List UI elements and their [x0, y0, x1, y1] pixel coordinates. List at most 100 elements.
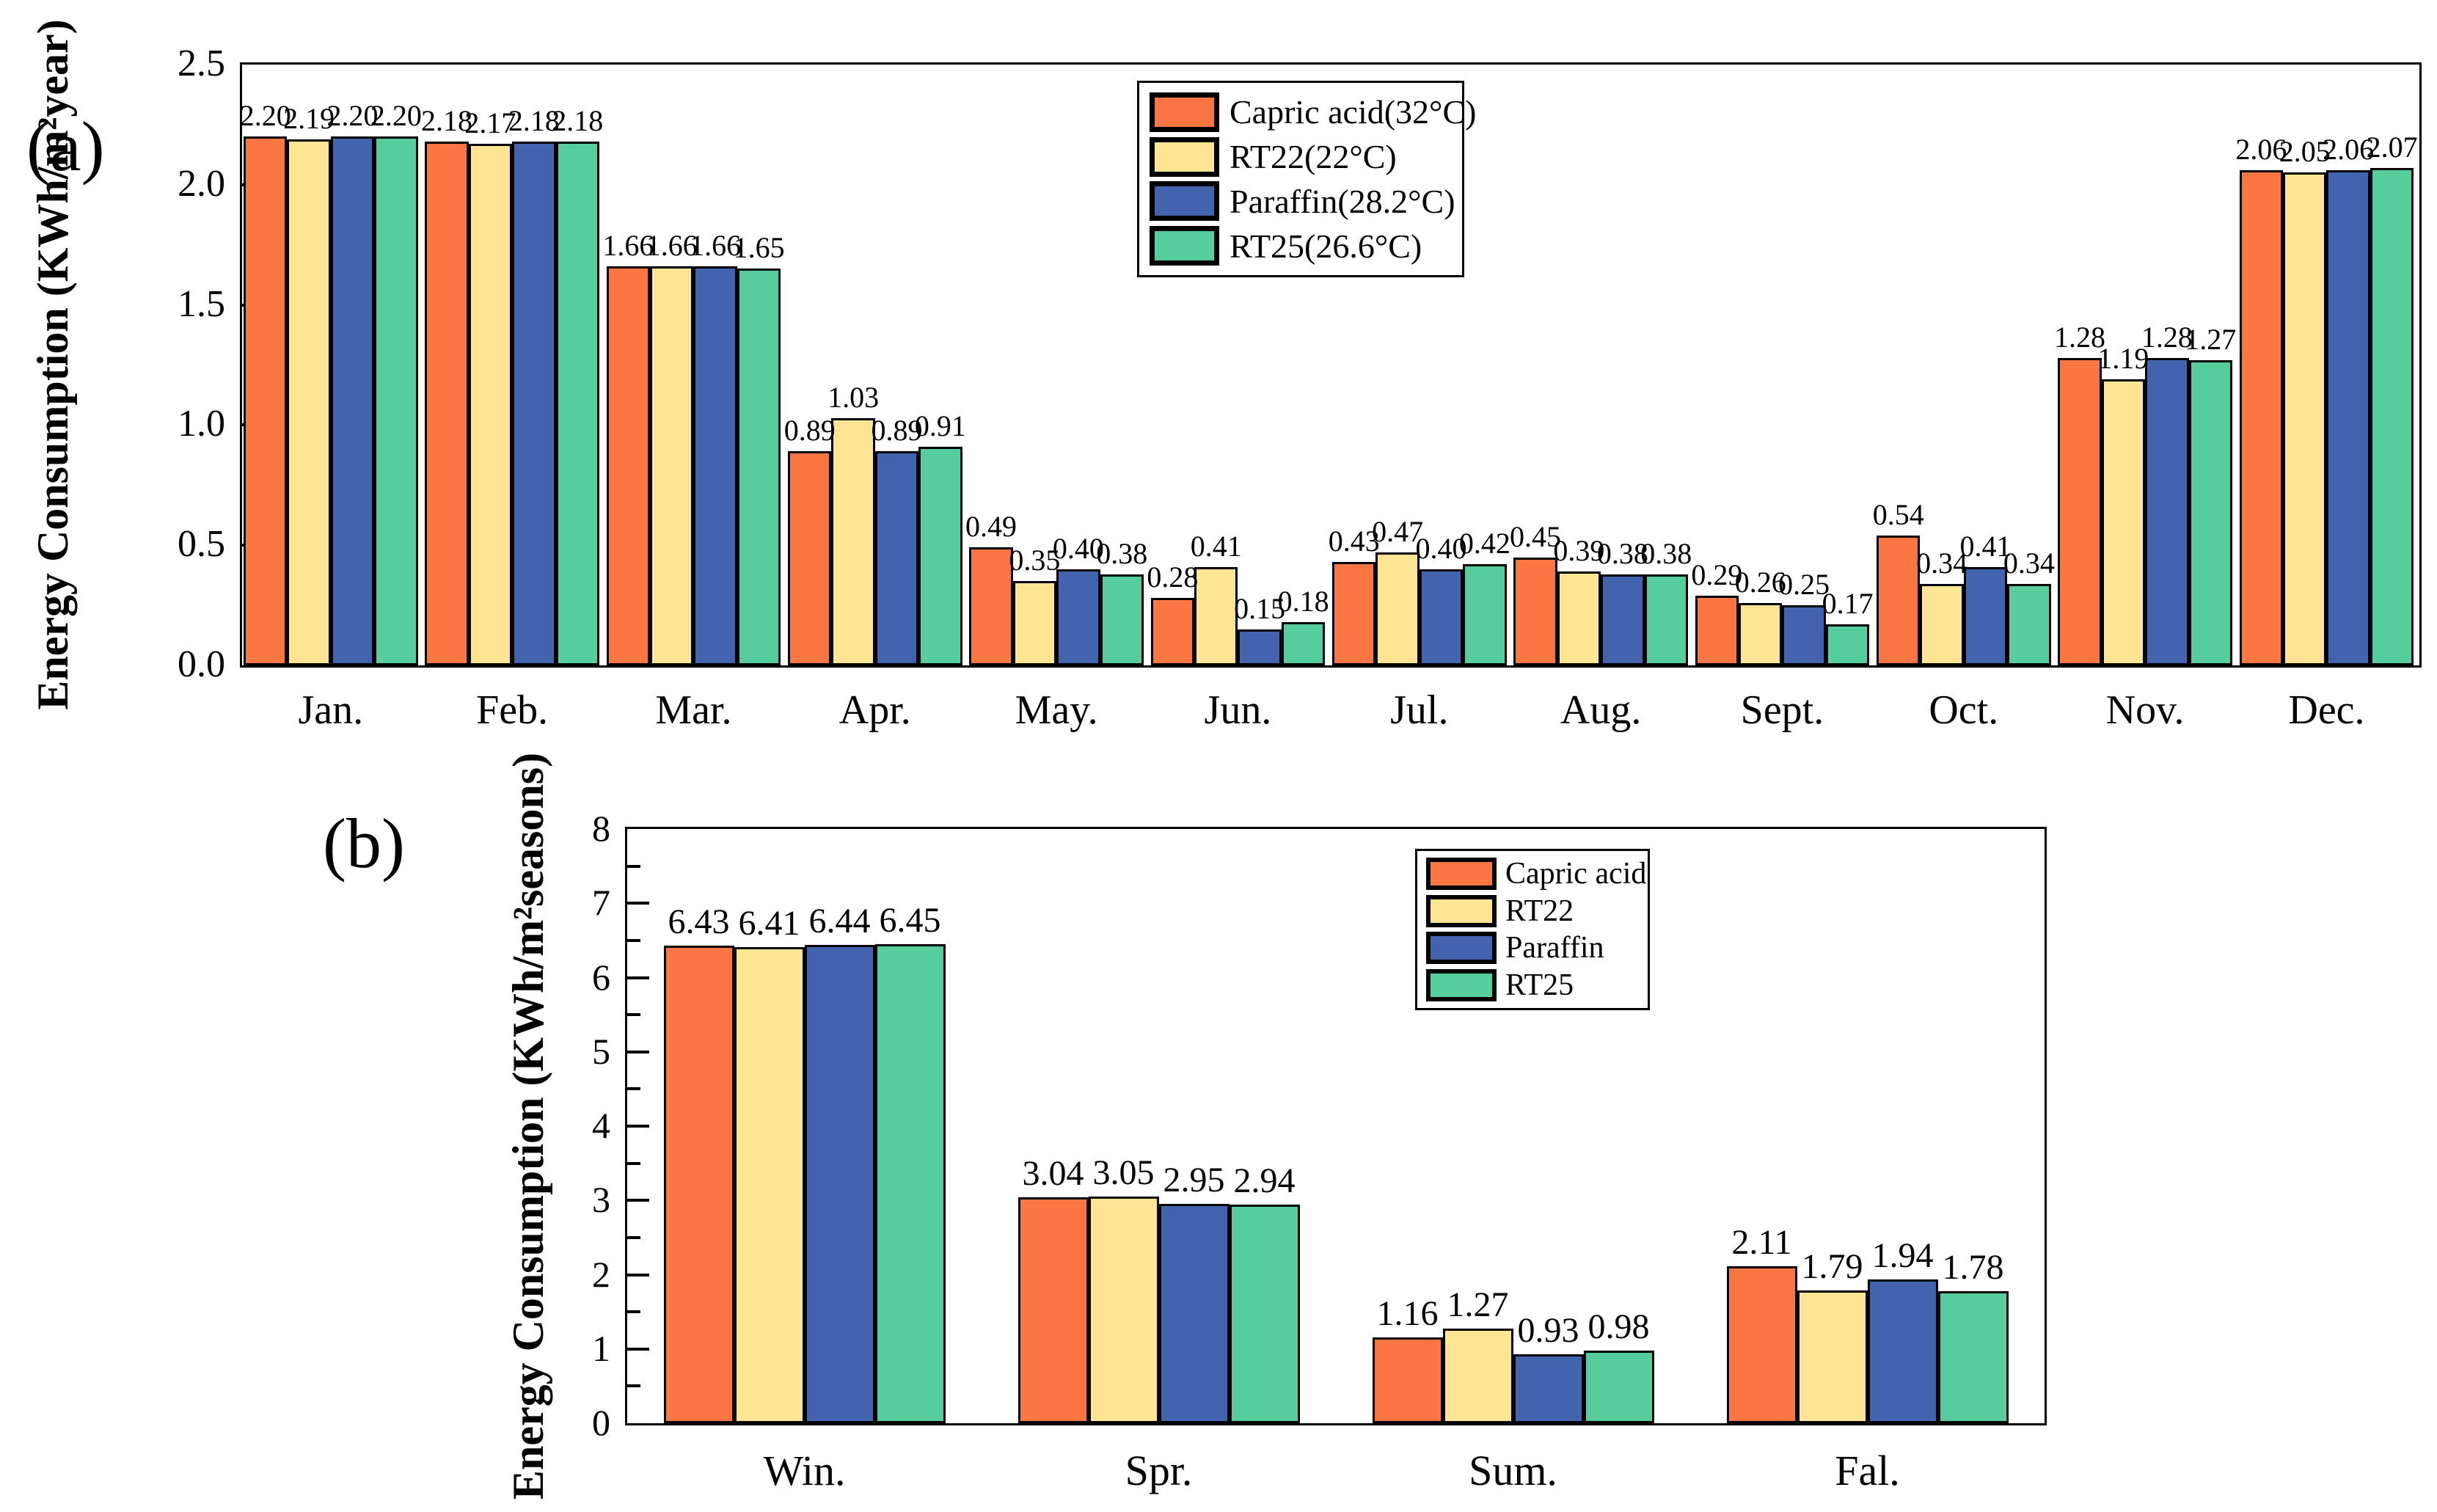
- bar-value-label: 2.20: [370, 99, 422, 133]
- legend-entry: RT25(26.6°C): [1150, 226, 1452, 266]
- bar-value-label: 6.44: [808, 901, 871, 941]
- y-major-tick: [627, 1125, 649, 1128]
- bar-rt25-26-6-c--sept: [1825, 624, 1870, 665]
- bar-value-label: 0.98: [1587, 1307, 1650, 1346]
- bar-value-label: 0.41: [1959, 529, 2012, 563]
- y-minor-tick: [627, 864, 640, 868]
- bar-rt22-22-c--aug: [1557, 571, 1601, 665]
- bar-paraffin-spr: [1158, 1204, 1230, 1423]
- y-tick-label: 1: [592, 1327, 610, 1369]
- y-tick-label: 2.5: [178, 43, 225, 84]
- y-tick-label: 7: [592, 882, 610, 924]
- bar-value-label: 2.20: [326, 99, 379, 133]
- bar-capric-acid-spr: [1017, 1197, 1089, 1423]
- bar-rt25-fal: [1937, 1290, 2009, 1423]
- y-major-tick: [627, 902, 649, 905]
- bar-rt22-22-c--dec: [2283, 172, 2327, 665]
- bar-value-label: 1.66: [646, 229, 698, 263]
- legend-swatch-icon: [1150, 181, 1219, 222]
- plot-area-b: [625, 827, 2047, 1425]
- y-minor-tick: [627, 1310, 640, 1314]
- bar-capric-acid-32-c--sept: [1695, 595, 1739, 665]
- x-category-label-oct: Oct.: [1929, 687, 1999, 733]
- bar-capric-acid-sum: [1372, 1337, 1443, 1423]
- bar-rt22-fal: [1797, 1290, 1868, 1423]
- bar-paraffin-28-2-c--sept: [1782, 605, 1826, 665]
- bar-value-label: 2.17: [464, 106, 516, 140]
- bar-paraffin-28-2-c--dec: [2326, 170, 2370, 665]
- y-tick-label: 1.0: [178, 403, 225, 445]
- bar-value-label: 0.38: [1596, 536, 1648, 570]
- legend-entry: Capric acid(32°C): [1150, 92, 1476, 132]
- legend-a: Capric acid(32°C) RT22(22°C) Paraffin(28.2…: [1137, 81, 1476, 277]
- legend-entry: Paraffin(28.2°C): [1150, 181, 1455, 222]
- x-category-label-dec: Dec.: [2288, 687, 2365, 733]
- legend-entry: RT22: [1426, 894, 1639, 929]
- bar-capric-acid-32-c--nov: [2058, 357, 2102, 665]
- y-tick-label: 2: [592, 1253, 610, 1295]
- y-tick-label: 5: [592, 1030, 610, 1072]
- legend-swatch-icon: [1426, 858, 1497, 891]
- y-minor-tick: [627, 1384, 640, 1388]
- bar-rt22-22-c--jun: [1194, 566, 1238, 665]
- bar-value-label: 0.45: [1510, 519, 1562, 553]
- y-minor-tick: [627, 938, 640, 942]
- bar-value-label: 1.28: [2054, 320, 2106, 354]
- bar-capric-acid-32-c--aug: [1513, 557, 1557, 665]
- legend-entry: Capric acid: [1426, 856, 1646, 891]
- bar-value-label: 2.18: [552, 103, 604, 137]
- bar-value-label: 0.18: [1277, 585, 1329, 618]
- bar-value-label: 2.11: [1731, 1223, 1792, 1263]
- bar-capric-acid-32-c--jul: [1332, 562, 1376, 665]
- bar-paraffin-sum: [1513, 1354, 1584, 1423]
- bar-value-label: 0.49: [965, 510, 1017, 544]
- legend-label: RT22(22°C): [1230, 138, 1397, 176]
- bar-capric-acid-win: [663, 945, 734, 1423]
- bar-paraffin-win: [804, 944, 875, 1423]
- legend-label: Paraffin: [1505, 931, 1604, 965]
- bar-value-label: 1.66: [690, 229, 742, 263]
- bar-paraffin-28-2-c--nov: [2145, 357, 2189, 665]
- bar-value-label: 6.41: [738, 903, 800, 943]
- bar-rt22-22-c--jan: [287, 139, 331, 665]
- x-category-label-mar: Mar.: [655, 687, 732, 733]
- y-major-tick: [627, 1199, 649, 1202]
- y-minor-tick: [627, 1013, 640, 1017]
- bar-paraffin-28-2-c--jan: [330, 136, 375, 665]
- bar-value-label: 0.15: [1234, 591, 1286, 625]
- bar-capric-acid-32-c--dec: [2239, 170, 2284, 665]
- y-tick-label: 0.5: [178, 523, 225, 566]
- legend-swatch-icon: [1426, 894, 1497, 927]
- x-category-label-sum: Sum.: [1469, 1447, 1557, 1494]
- legend-label: RT22: [1505, 894, 1574, 928]
- y-tick-label: 4: [592, 1105, 610, 1146]
- y-tick-label: 8: [592, 808, 610, 849]
- bar-value-label: 2.95: [1163, 1161, 1225, 1200]
- bar-value-label: 6.45: [879, 900, 941, 940]
- bar-value-label: 0.54: [1872, 498, 1924, 532]
- bar-value-label: 2.07: [2366, 130, 2418, 164]
- bar-value-label: 1.78: [1942, 1247, 2004, 1287]
- x-category-label-fal: Fal.: [1835, 1447, 1900, 1494]
- bar-paraffin-28-2-c--jun: [1238, 629, 1282, 665]
- bar-capric-acid-32-c--may: [969, 547, 1013, 665]
- bar-value-label: 0.17: [1822, 587, 1874, 621]
- bar-rt25-26-6-c--jul: [1463, 564, 1507, 665]
- bar-rt22-22-c--may: [1012, 581, 1057, 665]
- panel-label-a: (a): [26, 107, 105, 186]
- bar-value-label: 0.40: [1415, 531, 1467, 565]
- x-category-label-jul: Jul.: [1390, 687, 1449, 733]
- bar-value-label: 2.20: [239, 99, 291, 133]
- legend-label: Paraffin(28.2°C): [1230, 182, 1455, 220]
- legend-b: Capric acid RT22 Paraffin RT25: [1415, 849, 1650, 1010]
- x-category-label-aug: Aug.: [1560, 687, 1642, 733]
- bar-value-label: 2.06: [2235, 133, 2287, 167]
- bar-capric-acid-fal: [1726, 1266, 1797, 1423]
- legend-entry: RT25: [1426, 968, 1639, 1003]
- legend-entry: RT22(22°C): [1150, 136, 1452, 177]
- bar-rt25-26-6-c--dec: [2370, 167, 2414, 665]
- bar-value-label: 6.43: [668, 902, 730, 941]
- bar-value-label: 2.05: [2279, 135, 2331, 169]
- legend-label: RT25: [1505, 968, 1574, 1002]
- bar-rt22-22-c--oct: [1920, 583, 1964, 665]
